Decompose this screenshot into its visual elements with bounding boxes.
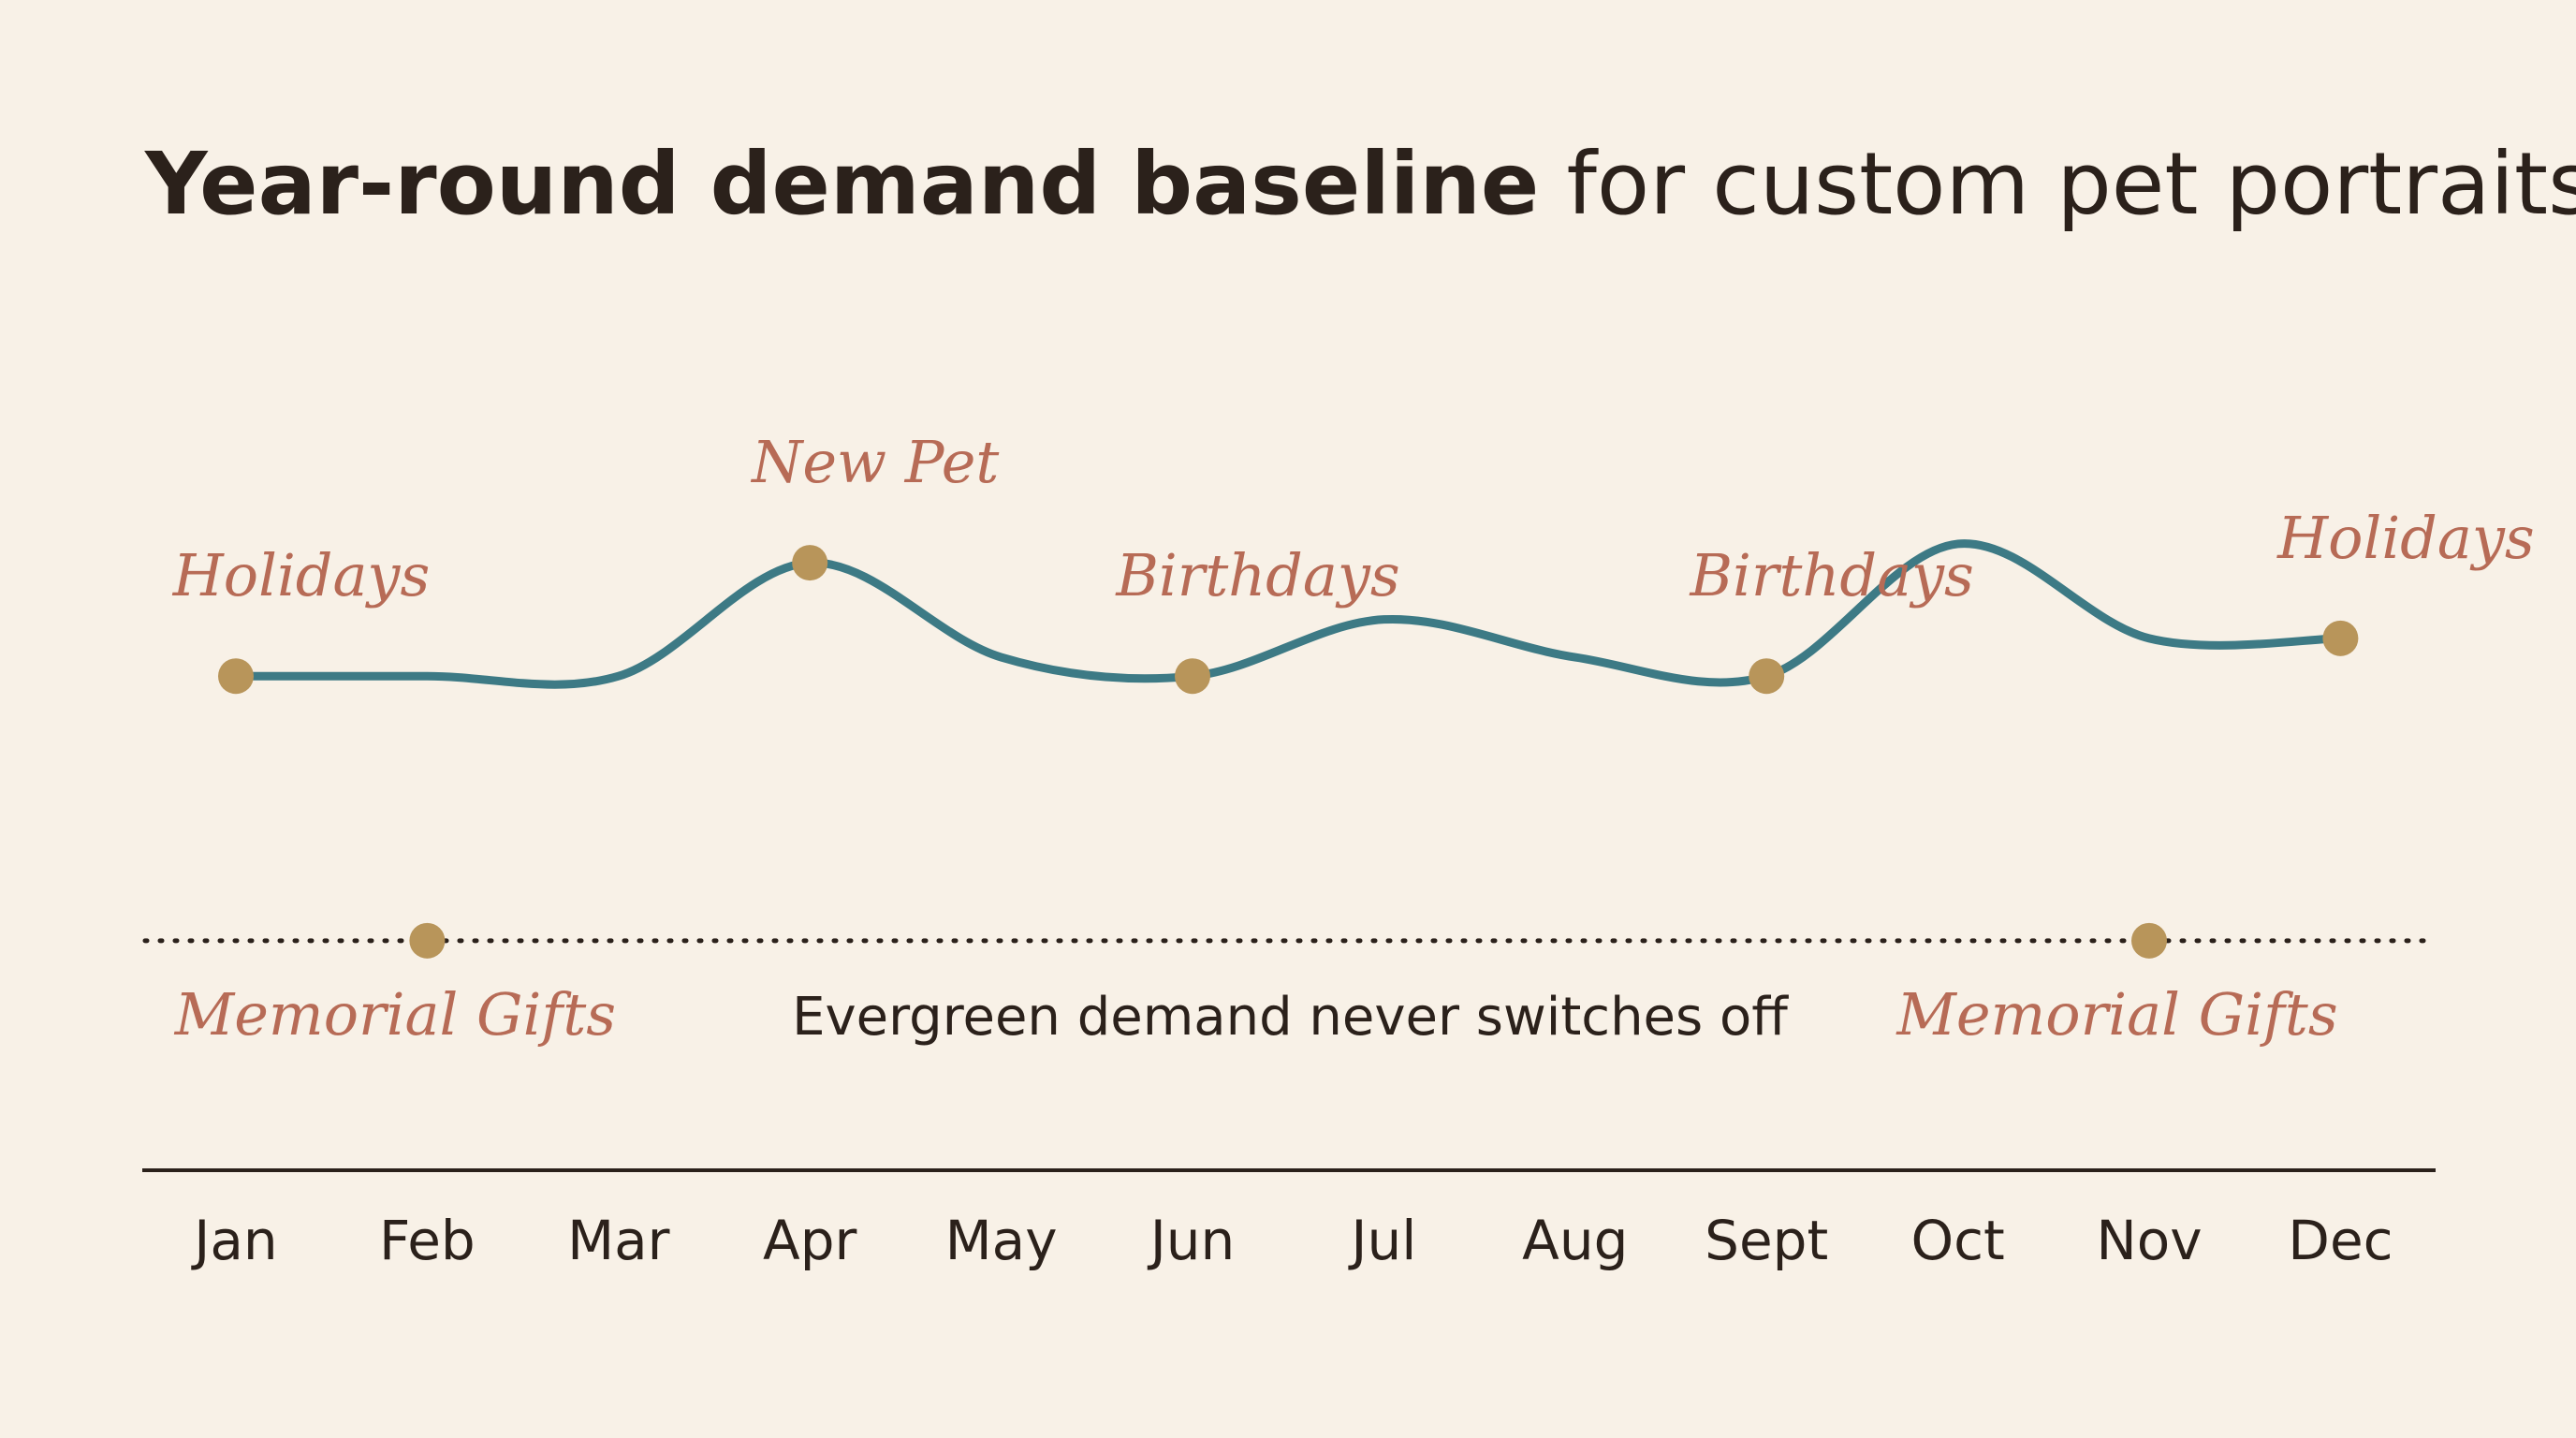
marker-layer [218, 545, 2359, 959]
event-label-1: New Pet [750, 428, 999, 496]
chart-title-bold: Year-round demand baseline [144, 134, 1539, 234]
x-tick-label-nov: Nov [2096, 1209, 2202, 1272]
event-label-0: Holidays [172, 541, 431, 609]
x-tick-label-mar: Mar [567, 1209, 670, 1272]
chart-title: Year-round demand baseline for custom pe… [144, 134, 2576, 234]
baseline-marker-nov [2131, 922, 2167, 959]
baseline-marker-feb [409, 922, 446, 959]
event-marker-2 [1175, 658, 1210, 695]
x-axis: Jan Feb Mar Apr May Jun Jul Aug Sept Oct Nov Dec [142, 1168, 2436, 1272]
line-layer [231, 539, 2345, 689]
baseline-label: Evergreen demand never switches off [792, 987, 1789, 1048]
event-marker-4 [2322, 620, 2359, 656]
x-tick-label-may: May [945, 1209, 1058, 1272]
x-tick-label-aug: Aug [1522, 1209, 1628, 1272]
event-marker-1 [792, 545, 828, 581]
event-label-3: Birthdays [1690, 541, 1974, 609]
x-tick-label-jul: Jul [1348, 1209, 1416, 1272]
event-marker-0 [218, 658, 254, 695]
x-tick-label-apr: Apr [763, 1209, 856, 1272]
baseline-marker-label-0: Memorial Gifts [174, 980, 616, 1049]
x-tick-label-jan: Jan [191, 1209, 277, 1272]
x-tick-label-feb: Feb [379, 1209, 476, 1272]
x-tick-label-dec: Dec [2288, 1209, 2393, 1272]
baseline-layer: Evergreen demand never switches off [142, 938, 2437, 1048]
chart-title-regular: for custom pet portraits [1539, 134, 2576, 234]
event-label-2: Birthdays [1115, 541, 1399, 609]
event-label-4: Holidays [2276, 504, 2535, 572]
event-marker-3 [1749, 658, 1785, 695]
x-tick-label-sept: Sept [1705, 1209, 1828, 1272]
label-layer: Memorial Gifts Memorial Gifts Holidays New … [172, 428, 2535, 1049]
baseline-marker-label-1: Memorial Gifts [1895, 980, 2337, 1049]
x-tick-label-oct: Oct [1910, 1209, 2004, 1272]
demand-series-line [231, 539, 2345, 689]
x-tick-label-jun: Jun [1148, 1209, 1236, 1272]
